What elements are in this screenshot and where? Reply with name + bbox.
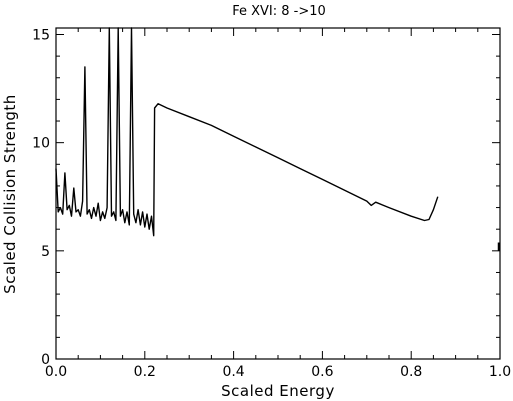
x-tick-label: 0.2	[134, 364, 156, 380]
chart-title: Fe XVI: 8 ->10	[232, 4, 326, 19]
y-axis: 0 5 10 15	[32, 27, 500, 368]
x-tick-label: 0.0	[45, 364, 67, 380]
y-tick-label: 5	[41, 244, 50, 260]
y-tick-label: 0	[41, 352, 50, 368]
series-layer	[55, 27, 501, 251]
x-axis-label: Scaled Energy	[221, 382, 335, 400]
x-axis: 0.0 0.2 0.4 0.6 0.8 1.0	[45, 28, 511, 380]
x-tick-label: 0.6	[311, 364, 333, 380]
series-line	[55, 27, 439, 237]
x-tick-label: 1.0	[489, 364, 511, 380]
y-axis-label: Scaled Collision Strength	[1, 94, 19, 294]
x-tick-label: 0.8	[400, 364, 422, 380]
x-tick-label: 0.4	[222, 364, 244, 380]
plot-frame	[55, 27, 501, 360]
y-tick-label: 15	[32, 27, 50, 43]
y-tick-label: 10	[32, 136, 50, 152]
